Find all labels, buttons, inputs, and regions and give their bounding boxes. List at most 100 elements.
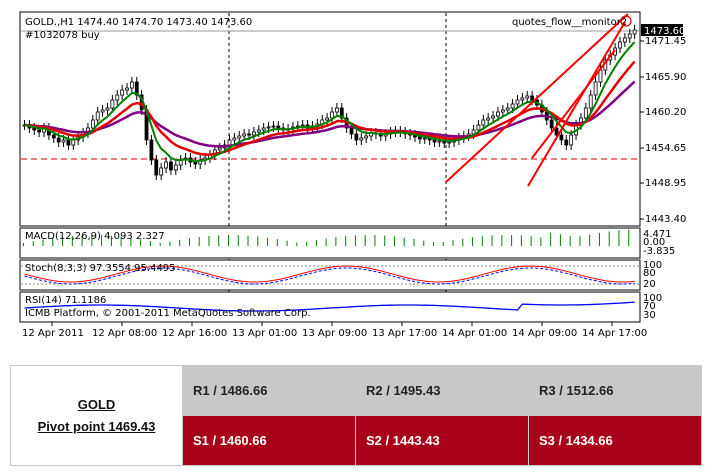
s3-cell: S3 / 1434.66 <box>528 415 702 466</box>
candle-body <box>247 133 251 136</box>
r2-cell: R2 / 1495.43 <box>355 365 529 416</box>
candle-body <box>51 134 56 139</box>
candle-body <box>510 103 515 109</box>
candle-body <box>237 135 242 139</box>
macd-bar <box>42 239 44 246</box>
macd-bar <box>188 238 190 246</box>
price-label: 1443.40 <box>645 214 686 225</box>
macd-bar <box>598 232 600 246</box>
candle-body <box>252 131 256 136</box>
macd-bar <box>140 239 142 246</box>
rsi-scale-mid: 70 <box>643 301 656 312</box>
macd-bar <box>452 240 454 246</box>
macd-bar <box>462 238 464 246</box>
macd-histogram <box>23 229 630 246</box>
stoch-main-line <box>24 265 635 283</box>
stoch-scale-mid: 80 <box>643 268 656 279</box>
candle-body <box>520 97 525 101</box>
macd-bar <box>237 235 239 246</box>
order-label: #1032078 buy <box>25 30 100 41</box>
candle-body <box>334 107 339 113</box>
macd-bar <box>472 237 474 246</box>
symbol-link[interactable]: GOLD <box>77 396 116 412</box>
pivot-table: GOLD Pivot point 1469.43 R1 / 1486.66 R2… <box>10 365 702 466</box>
macd-bar <box>501 235 503 246</box>
macd-bar <box>52 238 54 246</box>
price-label: 1448.95 <box>645 178 686 189</box>
price-axis: 1471.45 1465.90 1460.20 1454.65 1448.95 1443.… <box>640 36 686 225</box>
candle-body <box>500 109 505 113</box>
macd-bar <box>306 241 308 246</box>
candle-body <box>588 94 593 109</box>
s1-cell: S1 / 1460.66 <box>182 415 356 466</box>
stoch-signal-line <box>24 267 635 285</box>
candle-body <box>154 159 159 176</box>
macd-bar <box>481 236 483 246</box>
trend-line <box>445 13 629 183</box>
candle-body <box>554 127 559 136</box>
macd-bar <box>403 237 405 246</box>
macd-bar <box>618 230 620 246</box>
candle-body <box>491 115 495 119</box>
macd-bar <box>198 236 200 246</box>
candle-body <box>505 107 510 111</box>
macd-bar <box>345 236 347 246</box>
candle-body <box>149 139 154 161</box>
macd-bar <box>169 241 171 246</box>
candle-body <box>276 125 281 129</box>
macd-bar <box>257 236 259 246</box>
candle-body <box>217 147 222 151</box>
candle-body <box>66 139 71 146</box>
macd-bar <box>413 238 415 246</box>
candle-body <box>486 117 491 121</box>
macd-bar <box>335 237 337 246</box>
candle-body <box>569 134 574 146</box>
rsi-panel <box>19 291 641 323</box>
price-label: 1460.20 <box>645 107 686 118</box>
macd-label: MACD(12,26,9) 4.093 2.327 <box>25 231 165 242</box>
candle-body <box>61 139 66 143</box>
macd-scale-zero: 0.00 <box>643 237 665 248</box>
candle-body <box>530 95 535 101</box>
candle-body <box>134 81 139 96</box>
candle-body <box>339 107 344 119</box>
candle-body <box>169 161 173 171</box>
time-label: 14 Apr 01:00 <box>442 328 507 339</box>
candle-body <box>476 124 481 131</box>
candle-body <box>125 87 129 91</box>
macd-bar <box>325 238 327 246</box>
candle-body <box>271 125 276 128</box>
price-chart[interactable]: GOLD.,H1 1474.40 1474.70 1473.40 1473.60… <box>0 0 708 345</box>
macd-bar <box>315 240 317 246</box>
stoch-label: Stoch(8,3,3) 97.3554 95.4495 <box>25 263 176 274</box>
macd-bar <box>520 235 522 246</box>
ema-mid-line <box>24 60 636 156</box>
macd-bar <box>442 241 444 246</box>
pivot-point-link[interactable]: Pivot point 1469.43 <box>37 418 156 434</box>
macd-bar <box>110 235 112 246</box>
macd-bar <box>23 243 24 246</box>
macd-bar <box>120 236 122 246</box>
trend-lines[interactable] <box>445 13 629 187</box>
candle-body <box>618 41 622 49</box>
macd-bar <box>608 231 610 246</box>
candle-body <box>525 95 530 99</box>
candle-body <box>110 99 115 109</box>
candle-body <box>115 94 120 101</box>
trend-line <box>531 49 616 159</box>
macd-bar <box>130 237 132 246</box>
candle-body <box>300 124 305 127</box>
macd-bar <box>101 235 103 246</box>
macd-bar <box>159 242 161 246</box>
macd-bar <box>81 235 83 246</box>
candle-body <box>164 161 168 169</box>
candle-body <box>330 111 334 119</box>
macd-bar <box>569 236 571 246</box>
macd-scale-bottom: -3.835 <box>643 246 675 257</box>
macd-bar <box>589 234 591 246</box>
macd-bar <box>540 237 542 246</box>
macd-bar <box>179 239 181 246</box>
r3-cell: R3 / 1512.66 <box>528 365 702 416</box>
macd-bar <box>559 234 561 246</box>
candle-body <box>227 139 232 146</box>
